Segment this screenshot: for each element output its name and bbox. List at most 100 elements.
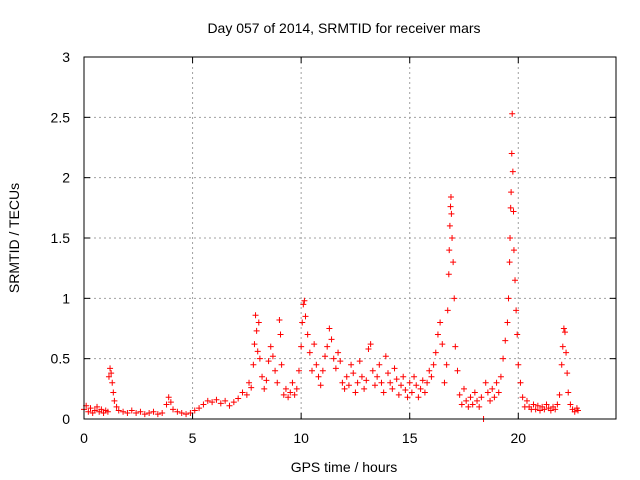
data-point xyxy=(302,313,309,320)
data-point xyxy=(506,259,513,266)
data-point xyxy=(421,389,428,396)
y-tick-label: 2.5 xyxy=(51,109,71,125)
data-point xyxy=(408,389,415,396)
data-point xyxy=(385,370,391,377)
data-point xyxy=(415,394,422,401)
data-point xyxy=(322,353,329,360)
data-point xyxy=(324,343,331,350)
data-point xyxy=(339,379,346,386)
data-point xyxy=(301,297,308,304)
data-point xyxy=(447,203,454,210)
data-point xyxy=(534,402,541,409)
data-point xyxy=(154,411,161,418)
data-point xyxy=(213,396,220,403)
data-point xyxy=(200,401,207,408)
data-point xyxy=(374,373,381,380)
data-point xyxy=(450,259,457,266)
data-point xyxy=(361,385,368,392)
data-point xyxy=(251,341,258,348)
data-point xyxy=(509,110,516,117)
data-point xyxy=(217,400,224,407)
data-point xyxy=(254,348,261,355)
data-point xyxy=(317,382,324,389)
data-point xyxy=(445,271,452,278)
data-point xyxy=(115,407,122,414)
data-point xyxy=(141,411,148,418)
data-point xyxy=(259,373,266,380)
data-point xyxy=(150,408,157,415)
data-point xyxy=(363,377,370,384)
data-point xyxy=(253,327,260,334)
data-point xyxy=(523,397,530,404)
data-point xyxy=(402,387,409,394)
data-point xyxy=(170,406,177,413)
x-tick-label: 5 xyxy=(189,430,197,446)
x-axis-title: GPS time / hours xyxy=(291,459,398,475)
data-point xyxy=(289,379,296,386)
data-point xyxy=(493,379,500,386)
data-point xyxy=(426,367,433,374)
data-point xyxy=(447,193,454,200)
data-point xyxy=(543,401,550,408)
data-point xyxy=(508,189,515,196)
data-point xyxy=(187,409,194,416)
data-point xyxy=(250,361,257,368)
data-point xyxy=(519,394,526,401)
data-point xyxy=(371,382,378,389)
data-point xyxy=(178,409,185,416)
data-point xyxy=(404,394,411,401)
data-point xyxy=(443,361,450,368)
data-point xyxy=(246,379,253,386)
data-point xyxy=(451,295,458,302)
data-point xyxy=(497,373,504,380)
data-point xyxy=(389,385,396,392)
data-point xyxy=(465,403,472,410)
data-point xyxy=(446,247,453,254)
data-point xyxy=(514,331,521,338)
data-point xyxy=(510,208,517,215)
data-point xyxy=(304,331,311,338)
data-point xyxy=(293,385,300,392)
data-point xyxy=(537,407,543,414)
data-point xyxy=(299,319,306,326)
data-point xyxy=(167,399,174,406)
data-point xyxy=(567,401,574,408)
data-point xyxy=(554,401,561,408)
data-point xyxy=(109,379,116,386)
data-point xyxy=(267,343,274,350)
data-point xyxy=(319,367,326,374)
data-point xyxy=(565,389,572,396)
data-point xyxy=(517,379,524,386)
data-point xyxy=(510,247,517,254)
data-point xyxy=(300,301,307,308)
data-points xyxy=(81,110,581,422)
y-axis-title: SRMTID / TECUs xyxy=(6,183,22,293)
data-point xyxy=(400,373,407,380)
data-point xyxy=(343,373,350,380)
data-point xyxy=(365,346,372,353)
data-point xyxy=(504,319,511,326)
data-point xyxy=(458,401,465,408)
data-point xyxy=(419,377,426,384)
data-point xyxy=(276,317,283,324)
y-tick-label: 2 xyxy=(62,170,70,186)
data-point xyxy=(449,235,456,241)
data-point xyxy=(309,367,315,374)
data-point xyxy=(306,349,313,356)
data-point xyxy=(430,361,437,368)
data-point xyxy=(272,367,279,374)
data-point xyxy=(107,365,114,372)
data-point xyxy=(491,394,498,401)
x-tick-label: 15 xyxy=(402,430,418,446)
data-point xyxy=(454,367,461,374)
data-point xyxy=(509,168,516,175)
data-point xyxy=(367,341,374,348)
data-point xyxy=(159,409,166,416)
data-point xyxy=(467,394,474,401)
data-point xyxy=(547,407,554,414)
data-point xyxy=(285,394,292,401)
data-point xyxy=(252,312,259,319)
data-point xyxy=(165,394,172,401)
grid-layer xyxy=(84,57,616,419)
data-point xyxy=(424,379,431,386)
